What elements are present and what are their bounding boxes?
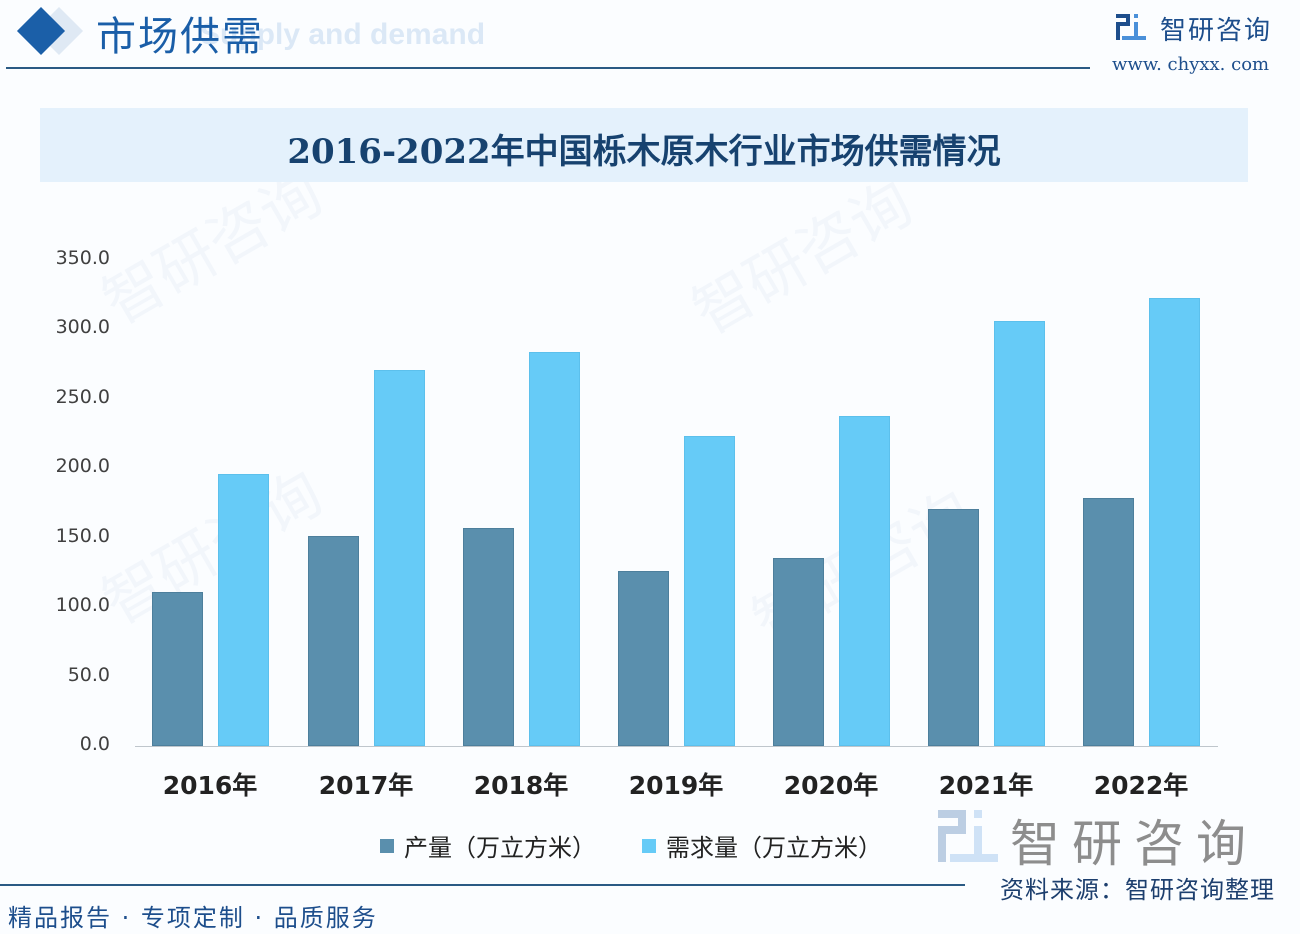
x-tick-label: 2021年: [938, 771, 1034, 800]
watermark-brand-name: 智研咨询: [1010, 815, 1258, 873]
legend-label-production: 产量（万立方米）: [404, 834, 596, 862]
y-tick-label: 200.0: [55, 455, 110, 478]
y-tick-label: 250.0: [55, 385, 110, 408]
bar-production-2020: [773, 558, 824, 746]
legend-item-production: 产量（万立方米）: [380, 828, 596, 863]
x-axis-line: [135, 746, 1218, 747]
bar-demand-2017: [374, 370, 425, 746]
bar-demand-2022: [1149, 298, 1200, 746]
watermark: 智研咨询: [91, 457, 335, 639]
brand-url: www. chyxx. com: [1112, 54, 1270, 75]
bar-demand-2018: [529, 352, 580, 746]
y-tick-label: 350.0: [55, 247, 110, 269]
bar-demand-2019: [684, 436, 735, 746]
bar-demand-2016: [218, 474, 269, 746]
y-tick-label: 0.0: [79, 733, 110, 755]
y-tick-label: 100.0: [55, 594, 110, 617]
brand-logo-icon: [1116, 14, 1146, 40]
chart-title: 2016-2022年中国栎木原木行业市场供需情况: [287, 132, 1001, 172]
y-tick-label: 300.0: [55, 316, 110, 339]
diamond-icon: [12, 6, 84, 56]
header-divider: [6, 67, 1090, 69]
x-tick-label: 2017年: [318, 771, 414, 800]
section-subtitle-en: Supply and demand: [200, 18, 486, 51]
footer-divider: [0, 884, 965, 886]
y-tick-label: 150.0: [55, 524, 110, 547]
bar-demand-2020: [839, 416, 890, 746]
legend-swatch-production: [380, 838, 394, 853]
x-tick-label: 2018年: [473, 771, 569, 800]
bar-production-2018: [463, 528, 514, 746]
brand-name: 智研咨询: [1160, 16, 1273, 46]
legend: 产量（万立方米） 需求量（万立方米）: [380, 828, 882, 863]
legend-label-demand: 需求量（万立方米）: [666, 834, 882, 862]
watermark-logo-icon: [938, 810, 998, 862]
bar-production-2019: [618, 571, 669, 746]
bar-production-2016: [152, 592, 203, 746]
legend-item-demand: 需求量（万立方米）: [642, 828, 882, 863]
bar-production-2021: [928, 508, 979, 746]
chart-title-band: [40, 108, 1248, 182]
x-tick-label: 2022年: [1093, 771, 1189, 800]
x-tick-label: 2020年: [783, 771, 879, 800]
bar-demand-2021: [994, 320, 1045, 746]
y-tick-label: 50.0: [67, 663, 110, 686]
x-tick-label: 2016年: [162, 771, 258, 800]
bar-production-2017: [308, 536, 359, 746]
section-title: 市场供需: [96, 14, 264, 60]
bar-production-2022: [1083, 498, 1134, 746]
data-source: 资料来源：智研咨询整理: [1000, 876, 1275, 904]
watermark: 智研咨询: [681, 167, 925, 349]
x-tick-label: 2019年: [628, 771, 724, 800]
footer-slogan: 精品报告 · 专项定制 · 品质服务: [8, 904, 378, 932]
legend-swatch-demand: [642, 838, 656, 853]
